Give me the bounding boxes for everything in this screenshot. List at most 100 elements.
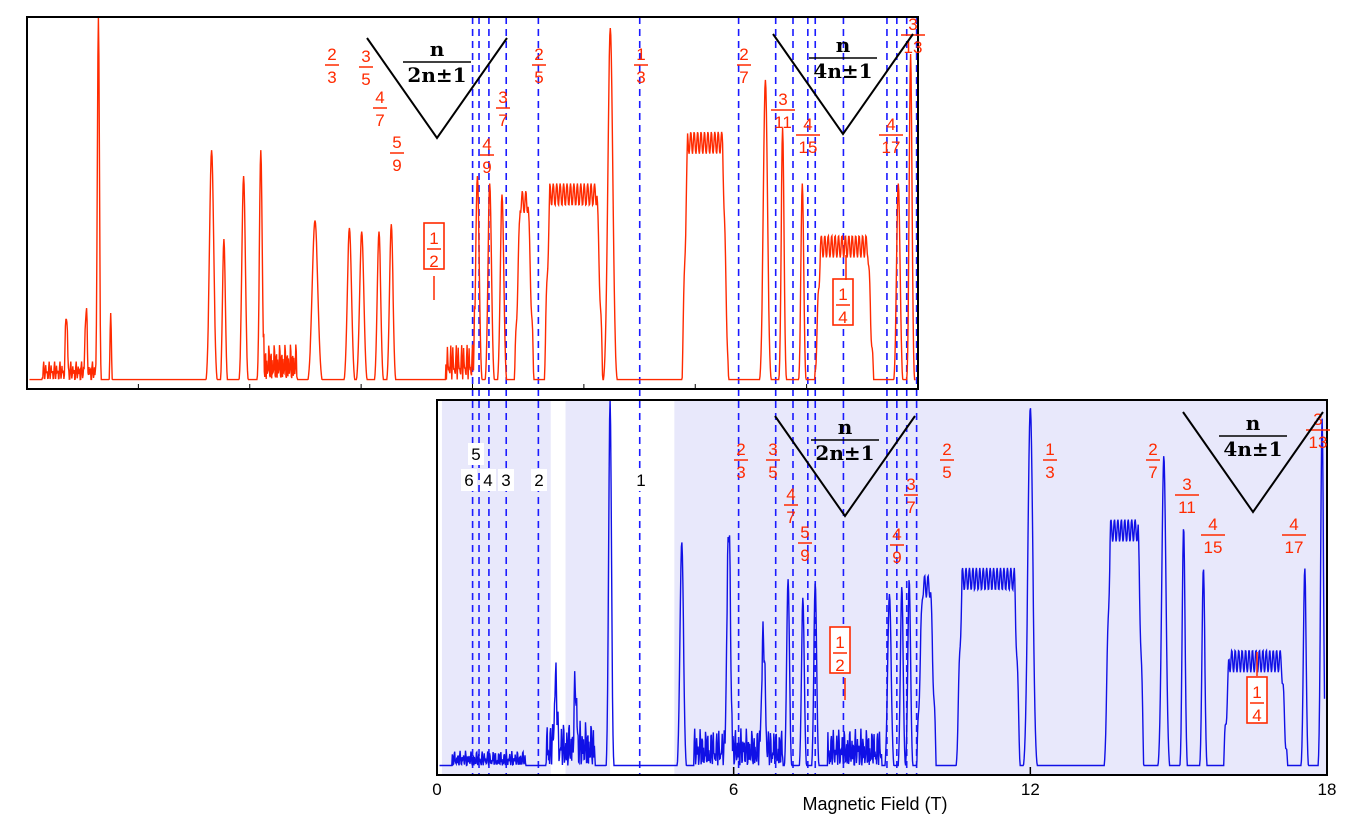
top-frac-4-15-10-num: 4 bbox=[803, 115, 812, 134]
top-frac-2-3-0-den: 3 bbox=[327, 68, 336, 87]
bottom-boxed-1-2-num: 1 bbox=[835, 633, 844, 652]
bottom-triangle-4n-num: n bbox=[1246, 411, 1261, 435]
top-frac-1-3-7-num: 1 bbox=[636, 45, 645, 64]
bottom-frac-4-9-4-den: 9 bbox=[892, 548, 901, 567]
bottom-boxed-1-4-den: 4 bbox=[1252, 706, 1261, 725]
top-triangle-4n: n4n±1 bbox=[772, 33, 914, 136]
top-frac-2-5-6: 25 bbox=[532, 45, 546, 87]
bottom-trace bbox=[439, 400, 1326, 767]
bottom-frac-3-11-9-num: 3 bbox=[1182, 475, 1191, 494]
top-frac-3-13-12-den: 13 bbox=[904, 38, 923, 57]
bottom-frac-5-9-3-num: 5 bbox=[800, 523, 809, 542]
shade-band-0 bbox=[441, 400, 551, 775]
bottom-frac-4-9-4-num: 4 bbox=[892, 525, 901, 544]
bottom-frac-3-5-1-den: 5 bbox=[768, 463, 777, 482]
integer-label-5: 5 bbox=[471, 445, 480, 464]
bottom-frac-2-5-6-den: 5 bbox=[942, 463, 951, 482]
top-boxed-1-2-den: 2 bbox=[429, 252, 438, 271]
bottom-frac-2-3-0-den: 3 bbox=[736, 463, 745, 482]
top-frac-4-15-10: 415 bbox=[796, 115, 820, 157]
top-frac-3-11-9: 311 bbox=[771, 90, 795, 132]
top-frac-1-3-7-den: 3 bbox=[636, 68, 645, 87]
top-frac-2-7-8: 27 bbox=[737, 45, 751, 87]
top-frac-3-11-9-den: 11 bbox=[774, 113, 792, 132]
bottom-boxed-1-4: 14 bbox=[1246, 676, 1268, 725]
bottom-triangle-4n-den: 4n±1 bbox=[1223, 437, 1282, 461]
bottom-frac-3-11-9: 311 bbox=[1175, 475, 1199, 517]
panel-frames bbox=[26, 16, 1328, 776]
top-frac-2-7-8-num: 2 bbox=[739, 45, 748, 64]
bottom-frac-4-17-11: 417 bbox=[1282, 515, 1306, 557]
bottom-frac-4-15-10-den: 15 bbox=[1204, 538, 1223, 557]
x-tick-label-12: 12 bbox=[1021, 780, 1040, 799]
bottom-frac-4-7-2-num: 4 bbox=[786, 485, 795, 504]
top-frac-4-9-4-den: 9 bbox=[482, 158, 491, 177]
top-frac-2-7-8-den: 7 bbox=[739, 68, 748, 87]
bottom-frac-2-5-6: 25 bbox=[940, 440, 954, 482]
top-frac-3-5-1-den: 5 bbox=[361, 70, 370, 89]
top-frac-3-5-1: 35 bbox=[359, 47, 373, 89]
integer-label-1: 1 bbox=[636, 471, 645, 490]
bottom-frac-4-7-2: 47 bbox=[784, 485, 798, 527]
top-frac-5-9-3-den: 9 bbox=[392, 156, 401, 175]
bottom-frac-2-3-0-num: 2 bbox=[736, 440, 745, 459]
bottom-triangle-2n-den: 2n±1 bbox=[815, 441, 874, 465]
bottom-frac-3-13-12-den: 13 bbox=[1309, 433, 1328, 452]
top-frac-5-9-3-num: 5 bbox=[392, 133, 401, 152]
top-boxed-1-2: 12 bbox=[423, 222, 445, 271]
top-triangle-4n-num: n bbox=[836, 33, 851, 57]
bottom-panel-frame bbox=[436, 399, 1328, 776]
shade-band-1 bbox=[565, 400, 611, 775]
top-frac-4-7-2: 47 bbox=[373, 88, 387, 130]
x-axis: Magnetic Field (T) 0 6 12 18 bbox=[432, 767, 1336, 814]
top-frac-3-7-5-den: 7 bbox=[498, 111, 507, 130]
top-frac-1-3-7: 13 bbox=[634, 45, 648, 87]
bottom-frac-5-9-3-den: 9 bbox=[800, 546, 809, 565]
bottom-frac-4-17-11-den: 17 bbox=[1285, 538, 1304, 557]
bottom-frac-4-7-2-den: 7 bbox=[786, 508, 795, 527]
top-frac-3-7-5-num: 3 bbox=[498, 88, 507, 107]
top-frac-3-11-9-num: 3 bbox=[778, 90, 787, 109]
bottom-frac-4-15-10: 415 bbox=[1201, 515, 1225, 557]
bottom-frac-5-9-3: 59 bbox=[798, 523, 812, 565]
integer-label-2: 2 bbox=[534, 471, 543, 490]
top-frac-2-5-6-den: 5 bbox=[534, 68, 543, 87]
top-frac-4-15-10-den: 15 bbox=[799, 138, 818, 157]
bottom-frac-3-7-5: 37 bbox=[904, 475, 918, 517]
bottom-frac-2-7-8-num: 2 bbox=[1148, 440, 1157, 459]
x-tick-label-0: 0 bbox=[432, 780, 441, 799]
bottom-frac-1-3-7-den: 3 bbox=[1045, 463, 1054, 482]
top-frac-4-17-11-den: 17 bbox=[882, 138, 901, 157]
top-frac-4-9-4-num: 4 bbox=[482, 135, 491, 154]
top-frac-4-17-11-num: 4 bbox=[886, 115, 895, 134]
top-boxed-1-4: 14 bbox=[832, 278, 854, 327]
bottom-frac-4-15-10-num: 4 bbox=[1208, 515, 1217, 534]
bottom-boxed-1-2: 12 bbox=[829, 626, 851, 675]
top-frac-2-3-0-num: 2 bbox=[327, 45, 336, 64]
integer-label-6: 6 bbox=[464, 471, 473, 490]
top-frac-4-9-4: 49 bbox=[480, 135, 494, 177]
traces bbox=[29, 16, 1326, 767]
top-triangle-4n-den: 4n±1 bbox=[813, 59, 872, 83]
bottom-frac-3-7-5-num: 3 bbox=[906, 475, 915, 494]
top-boxed-1-4-den: 4 bbox=[838, 308, 847, 327]
bottom-frac-2-3-0: 23 bbox=[734, 440, 748, 482]
top-frac-2-3-0: 23 bbox=[325, 45, 339, 87]
bottom-triangle-2n-num: n bbox=[838, 415, 853, 439]
top-triangle-2n: n2n±1 bbox=[366, 37, 508, 140]
x-axis-label: Magnetic Field (T) bbox=[802, 794, 947, 814]
bottom-frac-4-17-11-num: 4 bbox=[1289, 515, 1298, 534]
top-frac-4-7-2-den: 7 bbox=[375, 111, 384, 130]
bottom-frac-2-5-6-num: 2 bbox=[942, 440, 951, 459]
top-frac-3-13-12: 313 bbox=[901, 15, 925, 57]
bottom-frac-3-7-5-den: 7 bbox=[906, 498, 915, 517]
top-frac-3-5-1-num: 3 bbox=[361, 47, 370, 66]
x-tick-label-18: 18 bbox=[1318, 780, 1337, 799]
top-frac-4-17-11: 417 bbox=[879, 115, 903, 157]
bottom-panel-shading bbox=[441, 400, 1327, 775]
dashed-guide-lines bbox=[471, 17, 918, 775]
top-triangle-2n-den: 2n±1 bbox=[407, 63, 466, 87]
bottom-triangle-2n: n2n±1 bbox=[774, 415, 916, 518]
top-frac-5-9-3: 59 bbox=[390, 133, 404, 175]
